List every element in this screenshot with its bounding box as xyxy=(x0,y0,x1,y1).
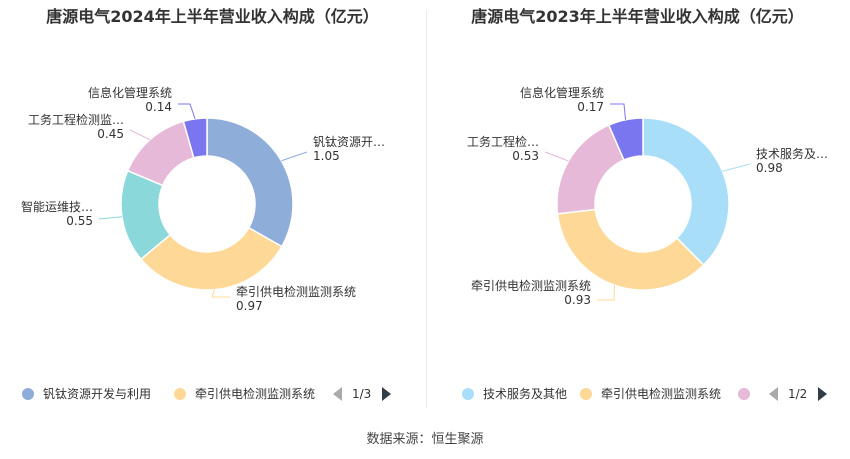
chart-title-2024: 唐源电气2024年上半年营业收入构成（亿元） xyxy=(46,7,379,26)
slice-leader-line xyxy=(129,129,151,141)
slice-name-label: 钒钛资源开… xyxy=(313,134,385,149)
legend-color-dot-icon xyxy=(174,388,186,400)
slice-leader-line xyxy=(281,151,308,162)
slice-leader-line xyxy=(597,285,616,301)
panel-divider xyxy=(426,10,427,408)
slice-value-label: 0.45 xyxy=(97,127,124,141)
legend-label: 技术服务及其他 xyxy=(483,387,568,401)
legend-color-dot-icon xyxy=(738,388,750,400)
chart-title-2023: 唐源电气2023年上半年营业收入构成（亿元） xyxy=(471,7,804,26)
legend-color-dot-icon xyxy=(22,388,34,400)
slice-value-label: 0.17 xyxy=(577,100,604,114)
legend-label: 牵引供电检测监测系统 xyxy=(601,387,722,401)
chart-panel-2024: 钒钛资源开… 1.05 牵引供电检测监测系统 0.97 智能运维技… 0.55 工务工程检测… xyxy=(0,0,425,410)
slice-leader-line xyxy=(544,151,569,162)
slice-name-label: 智能运维技… xyxy=(21,199,93,214)
chart-panel-2023: 技术服务及… 0.98 牵引供电检测监测系统 0.93 工务工程检… 0.53 信息化管理系… xyxy=(425,0,850,410)
slice-name-label: 工务工程检… xyxy=(467,134,539,149)
donut-slice[interactable] xyxy=(642,117,730,267)
donut-slice[interactable] xyxy=(182,117,208,159)
donut-slice[interactable] xyxy=(556,208,705,291)
slice-value-label: 0.97 xyxy=(236,299,263,313)
slice-leader-line xyxy=(610,103,627,120)
legend-color-dot-icon xyxy=(580,388,592,400)
data-source: 数据来源：恒生聚源 xyxy=(366,432,484,447)
slice-leader-line xyxy=(178,103,196,119)
legend-page-indicator: 1/3 xyxy=(352,387,372,401)
legend-page-indicator: 1/2 xyxy=(788,387,808,401)
slice-value-label: 0.93 xyxy=(564,293,591,307)
slice-leader-line xyxy=(211,289,230,298)
donut-slice[interactable] xyxy=(206,117,294,248)
slice-value-label: 0.14 xyxy=(145,100,172,114)
slice-name-label: 牵引供电检测监测系统 xyxy=(471,278,591,293)
slice-value-label: 0.98 xyxy=(756,161,783,175)
slice-name-label: 信息化管理系统 xyxy=(88,85,172,100)
legend-label: 钒钛资源开发与利用 xyxy=(43,387,152,401)
legend-prev-arrow-icon[interactable] xyxy=(769,387,778,401)
slice-name-label: 信息化管理系统 xyxy=(520,85,604,100)
slice-value-label: 0.55 xyxy=(66,214,93,228)
slice-value-label: 0.53 xyxy=(512,149,539,163)
legend-label: 牵引供电检测监测系统 xyxy=(195,387,316,401)
donut-slice[interactable] xyxy=(607,117,644,161)
legend-next-arrow-icon[interactable] xyxy=(382,387,391,401)
slice-leader-line xyxy=(722,163,751,172)
slice-name-label: 工务工程检测监… xyxy=(28,112,124,127)
donut-slice[interactable] xyxy=(139,226,283,291)
legend-next-arrow-icon[interactable] xyxy=(818,387,827,401)
slice-name-label: 技术服务及… xyxy=(756,146,828,161)
slice-leader-line xyxy=(98,216,123,220)
legend-prev-arrow-icon[interactable] xyxy=(333,387,342,401)
legend-color-dot-icon xyxy=(462,388,474,400)
slice-name-label: 牵引供电检测监测系统 xyxy=(236,284,356,299)
slice-value-label: 1.05 xyxy=(313,149,340,163)
